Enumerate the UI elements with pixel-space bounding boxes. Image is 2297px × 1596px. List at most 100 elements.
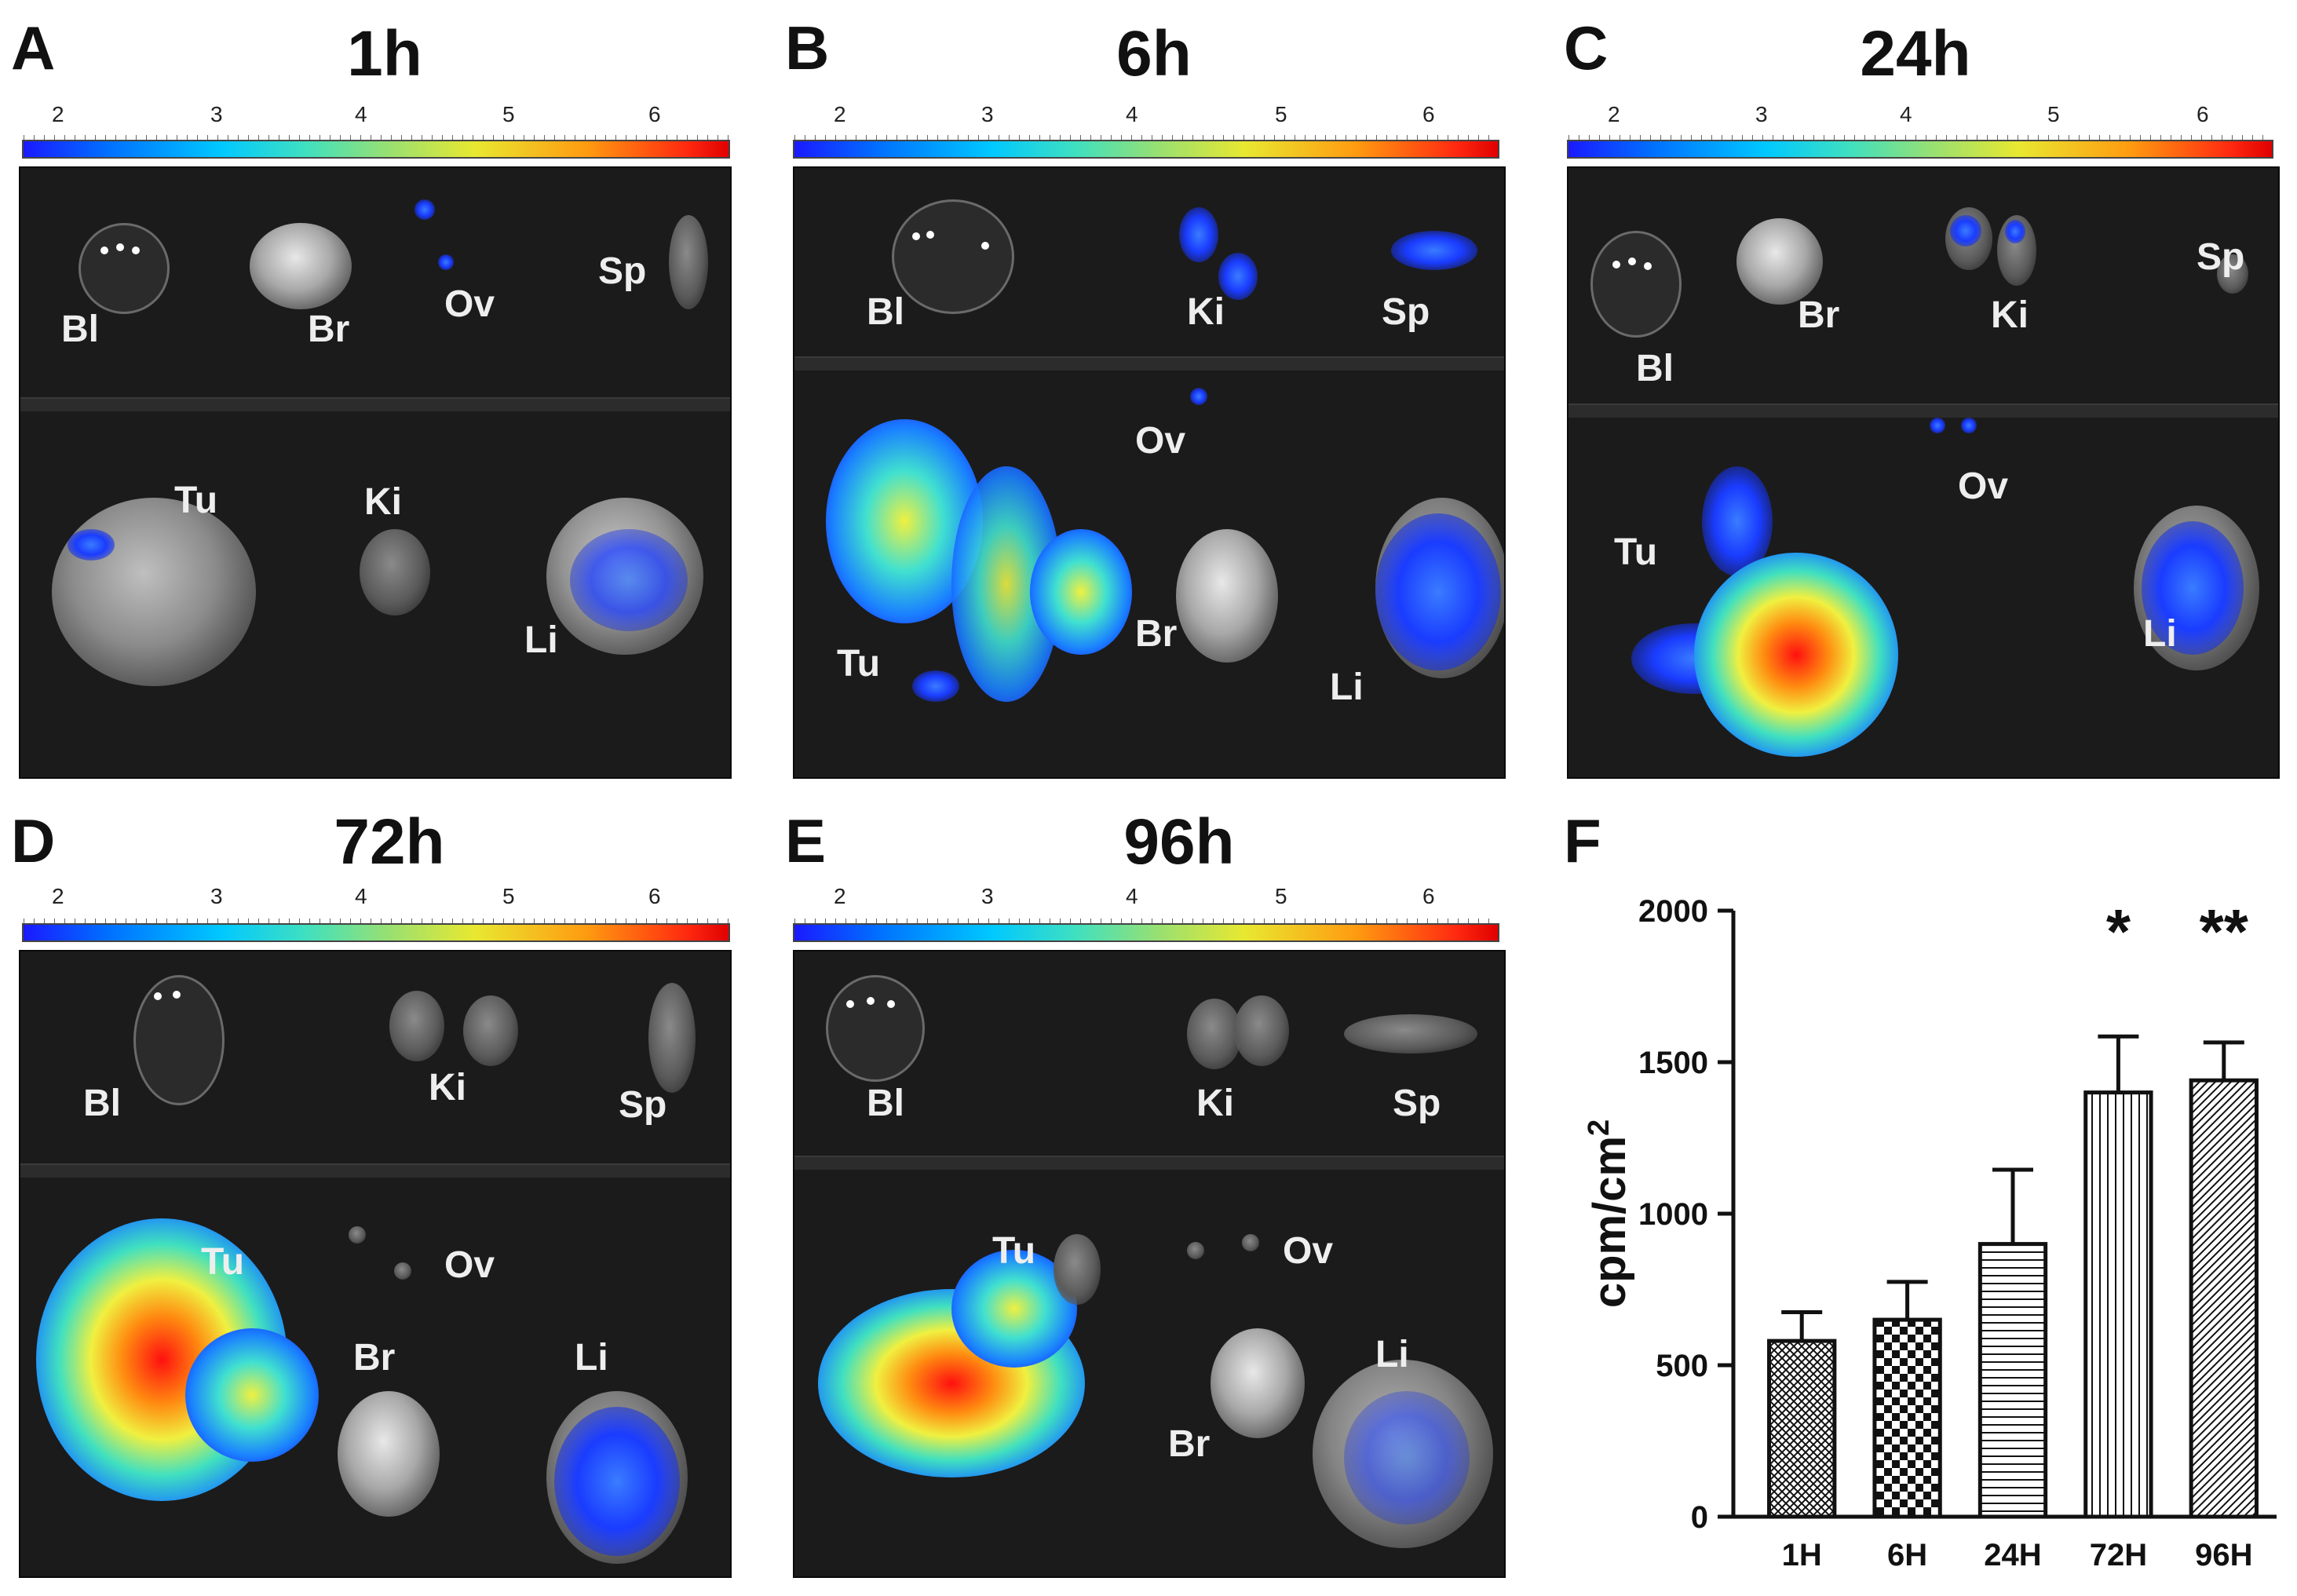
tumor-signal: [912, 670, 959, 702]
ovary-signal: [1930, 418, 1945, 433]
colorbar-tick: 5: [1275, 884, 1287, 908]
significance-marker: **: [2200, 897, 2249, 966]
ovary-signal: [414, 199, 435, 220]
y-tick-label: 500: [1656, 1349, 1708, 1383]
ovary-signal: [1190, 388, 1207, 405]
organ-label-li: Li: [1375, 1334, 1409, 1375]
organ-label-br: Br: [1168, 1423, 1211, 1465]
blood-drop: [826, 975, 925, 1082]
y-tick-label: 1500: [1638, 1046, 1708, 1080]
organ-label-ov: Ov: [444, 1244, 495, 1286]
colorbar-tick: 4: [1900, 102, 1912, 126]
ovary-signal: [1961, 418, 1977, 433]
organ-image: Bl Ki Sp Tu Ov Br Li: [19, 950, 732, 1578]
colorbar-tick: 2: [52, 884, 64, 908]
organ-label-tu: Tu: [1614, 531, 1658, 573]
kidney-signal: [2005, 220, 2025, 243]
y-axis-label: cpm/cm2: [1583, 1119, 1635, 1308]
organ-label-ki: Ki: [1187, 291, 1225, 333]
bar: [2083, 1090, 2153, 1519]
panel-letter: D: [11, 806, 56, 875]
x-tick-label: 96H: [2195, 1538, 2252, 1572]
organ-image: Bl Br Ki Sp Ov Tu Li: [1567, 166, 2280, 779]
colorbar-tick: 3: [1755, 102, 1768, 126]
brain-organ: [1176, 529, 1278, 663]
organ-label-br: Br: [308, 309, 350, 350]
x-tick-label: 72H: [2090, 1538, 2147, 1572]
tumor-signal: [1702, 466, 1773, 576]
organ-label-li: Li: [2143, 613, 2177, 655]
ovary-organ: [394, 1262, 411, 1280]
colorbar-tick: 3: [981, 884, 994, 908]
organ-label-bl: Bl: [61, 309, 99, 350]
bar: [1977, 1242, 2048, 1519]
bar: [1872, 1317, 1942, 1519]
colorbar-tick: 5: [1275, 102, 1287, 126]
colorbar-tick: 3: [981, 102, 994, 126]
tray-divider: [20, 1163, 730, 1178]
organ-label-br: Br: [1135, 613, 1178, 655]
colorbar-tick: 4: [355, 102, 367, 126]
x-tick-label: 24H: [1984, 1538, 2041, 1572]
spleen-organ: [648, 983, 696, 1093]
organ-label-li: Li: [524, 619, 558, 661]
colorbar-tick: 3: [210, 102, 223, 126]
liver-signal: [554, 1407, 680, 1556]
panel-title: 6h: [1116, 18, 1192, 89]
colorbar-tick: 3: [210, 884, 223, 908]
organ-label-ki: Ki: [1196, 1083, 1234, 1124]
organ-label-sp: Sp: [2197, 236, 2245, 278]
tumor-signal: [68, 529, 115, 561]
colorbar: [793, 135, 1499, 159]
y-tick-label: 1000: [1638, 1197, 1708, 1232]
spleen-organ: [2217, 254, 2248, 294]
brain-organ: [1736, 218, 1823, 305]
colorbar-tick: 2: [834, 102, 846, 126]
organ-label-li: Li: [1330, 667, 1364, 708]
tumor-organ: [52, 498, 256, 686]
panel-letter: E: [785, 806, 827, 875]
panel-title: 24h: [1860, 18, 1971, 89]
panel-letter: F: [1564, 806, 1601, 875]
x-tick-label: 1H: [1782, 1538, 1822, 1572]
significance-marker: *: [2106, 897, 2131, 966]
liver-signal: [1375, 513, 1501, 670]
liver-signal: [570, 529, 688, 631]
ovary-organ: [349, 1226, 366, 1244]
kidney-organ: [1234, 995, 1289, 1066]
spleen-organ: [669, 215, 708, 309]
tumor-signal: [1694, 553, 1898, 757]
organ-label-ki: Ki: [1991, 294, 2029, 336]
tray-divider: [794, 1156, 1504, 1170]
organ-label-sp: Sp: [1393, 1083, 1441, 1124]
colorbar-tick: 4: [355, 884, 367, 908]
kidney-signal: [1950, 215, 1981, 247]
liver-signal: [2142, 521, 2244, 655]
kidney-organ: [360, 529, 430, 615]
organ-label-ov: Ov: [1135, 420, 1186, 462]
y-tick-label: 2000: [1638, 894, 1708, 929]
tumor-signal: [185, 1328, 319, 1462]
tray-divider: [20, 397, 730, 411]
bar: [1767, 1339, 1837, 1519]
bar-chart: 0 500 1000 1500 2000 cpm/cm2 1H 6H 24H 72H * 96H **: [1583, 894, 2277, 1572]
organ-label-ov: Ov: [444, 283, 495, 325]
y-tick-label: 0: [1691, 1500, 1708, 1535]
colorbar-tick: 6: [648, 102, 661, 126]
colorbar-tick: 6: [2197, 102, 2209, 126]
organ-image: Bl Ki Sp Tu Ov Br Li: [793, 950, 1506, 1578]
colorbar: [22, 135, 730, 159]
organ-label-bl: Bl: [1636, 348, 1674, 389]
panel-title: 1h: [347, 18, 422, 89]
liver-signal: [1344, 1391, 1470, 1525]
tumor-organ: [1054, 1234, 1101, 1305]
panel-title: 72h: [334, 806, 445, 878]
organ-label-bl: Bl: [867, 1083, 904, 1124]
organ-label-sp: Sp: [619, 1084, 667, 1126]
colorbar-tick: 6: [1422, 102, 1435, 126]
brain-organ: [1211, 1328, 1305, 1438]
spleen-organ: [1344, 1014, 1477, 1054]
kidney-organ: [463, 995, 518, 1066]
tumor-signal: [1030, 529, 1132, 655]
organ-label-tu: Tu: [992, 1230, 1036, 1272]
